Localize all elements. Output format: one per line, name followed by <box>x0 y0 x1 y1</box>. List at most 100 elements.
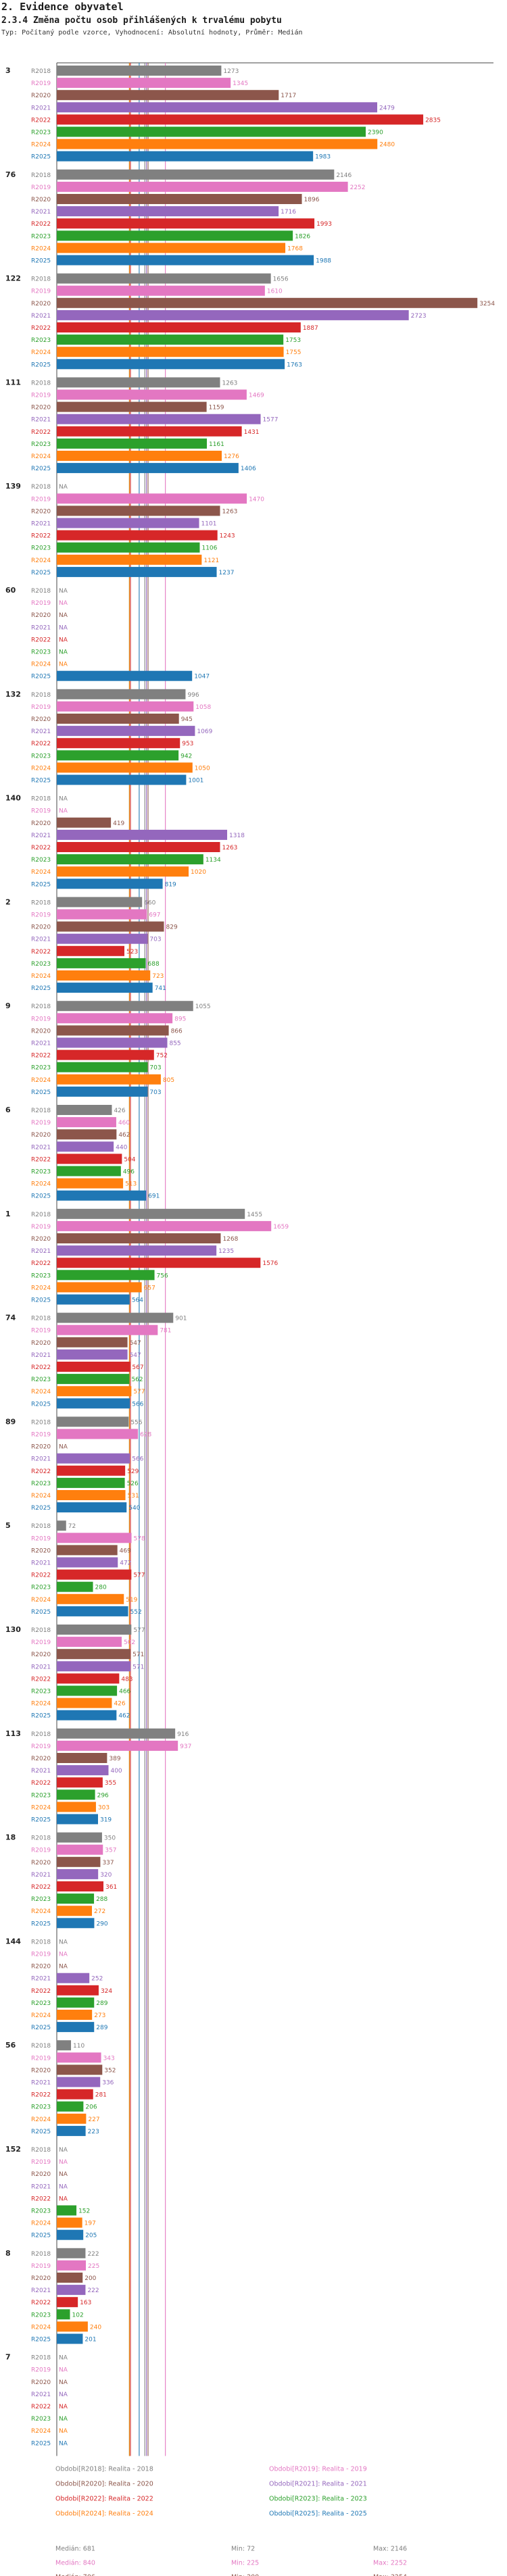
bar-18-r2019 <box>57 1844 103 1855</box>
na-label: NA <box>59 624 68 631</box>
value-label: 577 <box>133 1627 145 1634</box>
bar-9-r2021 <box>57 1037 168 1048</box>
value-label: 564 <box>132 1297 143 1304</box>
value-label: 324 <box>101 1988 112 1995</box>
value-label: 389 <box>109 1756 120 1762</box>
value-label: 462 <box>118 1132 130 1139</box>
series-label: R2021 <box>31 521 51 528</box>
value-label: 289 <box>96 2025 107 2031</box>
value-label: 1345 <box>233 80 248 87</box>
series-label: R2025 <box>31 2337 51 2344</box>
series-label: R2024 <box>31 1908 51 1915</box>
value-label: 225 <box>88 2263 99 2270</box>
bar-113-r2020 <box>57 1753 107 1763</box>
series-label: R2022 <box>31 429 51 436</box>
bar-56-r2019 <box>57 2052 101 2063</box>
value-label: 1050 <box>195 765 210 772</box>
bar-18-r2022 <box>57 1881 104 1891</box>
series-label: R2018 <box>31 899 51 906</box>
bar-1-r2020 <box>57 1233 221 1243</box>
series-label: R2024 <box>31 662 51 668</box>
series-label: R2020 <box>31 716 51 723</box>
group-label-122: 122 <box>5 274 21 283</box>
value-label: 288 <box>96 1896 107 1903</box>
value-label: 1993 <box>316 221 332 228</box>
value-label: 996 <box>187 692 199 699</box>
value-label: 504 <box>124 1156 135 1163</box>
series-label: R2024 <box>31 1389 51 1395</box>
value-label: 1887 <box>303 325 318 332</box>
stat-median-r2019: Medián: 840 <box>55 2559 95 2567</box>
group-label-1: 1 <box>5 1210 11 1218</box>
value-label: 855 <box>169 1041 180 1047</box>
series-label: R2018 <box>31 1731 51 1738</box>
bar-5-r2021 <box>57 1557 118 1568</box>
bar-132-r2020 <box>57 714 179 724</box>
bar-6-r2018 <box>57 1105 112 1115</box>
bar-111-r2021 <box>57 414 261 424</box>
legend-item-r2024: Obdobi[R2024]: Realita - 2024 <box>55 2510 153 2517</box>
series-label: R2022 <box>31 1260 51 1267</box>
value-label: 289 <box>96 2000 107 2007</box>
series-label: R2023 <box>31 1792 51 1799</box>
value-label: 419 <box>113 820 124 827</box>
series-label: R2025 <box>31 1921 51 1927</box>
bar-89-r2025 <box>57 1502 127 1513</box>
bar-5-r2018 <box>57 1520 66 1531</box>
bar-76-r2025 <box>57 255 314 266</box>
value-label: 240 <box>90 2324 101 2331</box>
series-label: R2023 <box>31 2000 51 2007</box>
value-label: 1431 <box>244 429 260 436</box>
bar-8-r2018 <box>57 2248 86 2258</box>
series-label: R2018 <box>31 1835 51 1842</box>
value-label: 502 <box>124 1639 135 1646</box>
bar-1-r2024 <box>57 1282 142 1293</box>
bar-9-r2023 <box>57 1062 148 1072</box>
group-label-18: 18 <box>5 1833 16 1842</box>
value-label: 252 <box>91 1976 103 1983</box>
series-label: R2020 <box>31 93 51 99</box>
bar-111-r2022 <box>57 426 242 437</box>
value-label: 901 <box>175 1316 187 1322</box>
bar-6-r2020 <box>57 1129 117 1140</box>
group-label-74: 74 <box>5 1314 16 1322</box>
series-label: R2022 <box>31 845 51 851</box>
value-label: 1470 <box>249 496 264 503</box>
series-label: R2024 <box>31 1804 51 1811</box>
value-label: 1896 <box>304 197 320 203</box>
value-label: 2479 <box>379 105 395 112</box>
value-label: 3254 <box>479 301 495 307</box>
bar-2-r2024 <box>57 970 151 981</box>
na-label: NA <box>59 588 68 595</box>
value-label: 2835 <box>425 117 441 124</box>
bar-6-r2023 <box>57 1166 121 1176</box>
series-label: R2019 <box>31 80 51 87</box>
bar-130-r2022 <box>57 1673 120 1684</box>
value-label: 496 <box>123 1169 135 1176</box>
bar-8-r2022 <box>57 2297 78 2308</box>
legend-item-r2023: Obdobi[R2023]: Realita - 2023 <box>269 2495 367 2502</box>
group-label-2: 2 <box>5 897 11 906</box>
value-label: 1659 <box>273 1224 289 1231</box>
value-label: 566 <box>132 1456 143 1463</box>
bar-89-r2019 <box>57 1429 139 1439</box>
value-label: 571 <box>132 1652 144 1658</box>
legend: Obdobi[R2018]: Realita - 2018 Obdobi[R201… <box>55 2465 367 2517</box>
stat-max-r2019: Max: 2252 <box>373 2559 407 2567</box>
series-label: R2023 <box>31 649 51 656</box>
na-label: NA <box>59 2183 68 2190</box>
bar-144-r2024 <box>57 2010 93 2020</box>
series-label: R2023 <box>31 1272 51 1279</box>
bar-132-r2024 <box>57 762 193 773</box>
bar-1-r2022 <box>57 1258 261 1268</box>
series-label: R2025 <box>31 258 51 265</box>
bar-18-r2021 <box>57 1868 99 1879</box>
value-label: 942 <box>180 753 192 760</box>
series-label: R2023 <box>31 753 51 760</box>
series-label: R2021 <box>31 313 51 320</box>
bar-140-r2023 <box>57 854 203 865</box>
bar-3-r2023 <box>57 126 366 137</box>
legend-item-r2022: Obdobi[R2022]: Realita - 2022 <box>55 2495 153 2502</box>
value-label: 296 <box>97 1792 109 1799</box>
value-label: 916 <box>177 1731 189 1738</box>
